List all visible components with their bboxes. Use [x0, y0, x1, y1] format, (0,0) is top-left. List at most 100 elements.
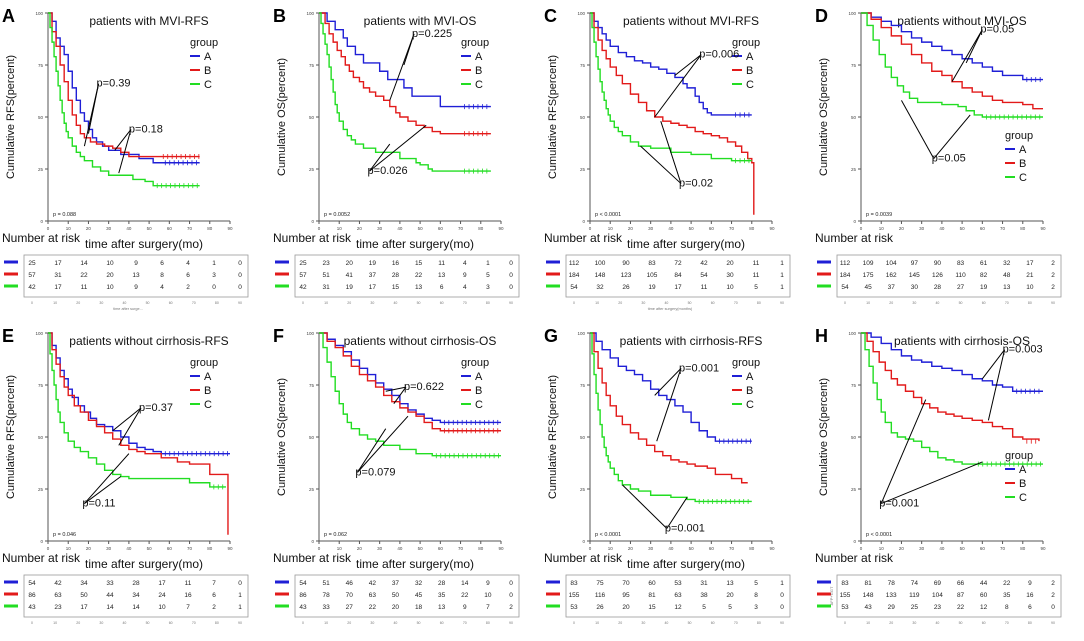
y-tick-label: 25 [851, 167, 857, 172]
x-tick-label: 50 [147, 226, 153, 231]
risk-cell: 1 [212, 260, 216, 267]
risk-cell: 7 [486, 604, 490, 611]
risk-cell: 54 [570, 284, 578, 291]
risk-cell: 11 [753, 260, 760, 267]
series-b-curve [48, 12, 200, 158]
risk-cell: 42 [700, 260, 708, 267]
risk-cell: 8 [754, 592, 758, 599]
risk-cell: 45 [415, 592, 423, 599]
risk-cell: 26 [622, 284, 630, 291]
y-tick-label: 0 [40, 539, 43, 544]
y-tick-label: 50 [38, 435, 44, 440]
x-tick-label: 0 [860, 546, 863, 551]
risk-x-tick-label: 70 [192, 301, 196, 305]
y-axis-label: Cumulative RFS(percent) [547, 55, 559, 179]
risk-cell: 63 [369, 592, 377, 599]
y-tick-label: 0 [311, 539, 314, 544]
risk-x-tick-label: 50 [417, 621, 421, 625]
risk-cell: 20 [622, 604, 630, 611]
risk-cell: 3 [754, 604, 758, 611]
annotation-leader-line [389, 33, 415, 101]
x-tick-label: 90 [769, 546, 775, 551]
risk-cell: 10 [484, 592, 492, 599]
risk-cell: 50 [392, 592, 400, 599]
y-tick-label: 100 [35, 11, 43, 16]
risk-cell: 2 [1051, 592, 1055, 599]
risk-x-tick-label: 0 [844, 301, 846, 305]
risk-cell: 34 [132, 592, 140, 599]
risk-cell: 1 [238, 604, 242, 611]
risk-cell: 14 [461, 580, 469, 587]
risk-x-tick-label: 10 [866, 621, 870, 625]
risk-cell: 16 [1026, 592, 1034, 599]
risk-cell: 20 [726, 592, 734, 599]
risk-cell: 13 [726, 580, 734, 587]
annotation-leader-line [660, 121, 682, 184]
risk-cell: 184 [569, 272, 580, 279]
legend-label-c: C [746, 399, 754, 411]
risk-cell: 9 [134, 260, 138, 267]
y-tick-label: 75 [38, 383, 44, 388]
risk-cell: 0 [1051, 604, 1055, 611]
risk-cell: 112 [840, 260, 851, 267]
risk-cell: 15 [392, 284, 400, 291]
y-tick-label: 100 [35, 331, 43, 336]
risk-cell: 90 [934, 260, 942, 267]
risk-x-axis-label: time after surgery(months) [648, 307, 693, 311]
series-b-curve [861, 12, 1043, 110]
x-tick-label: 20 [86, 546, 92, 551]
risk-cell: 133 [886, 592, 897, 599]
legend-title: group [461, 357, 489, 369]
risk-x-tick-label: 60 [440, 301, 444, 305]
y-tick-label: 0 [582, 219, 585, 224]
risk-x-tick-label: 40 [122, 621, 126, 625]
risk-cell: 83 [957, 260, 965, 267]
risk-cell: 3 [486, 284, 490, 291]
risk-cell: 2 [509, 604, 513, 611]
risk-cell: 22 [461, 592, 469, 599]
risk-cell: 33 [106, 580, 114, 587]
risk-cell: 5 [754, 284, 758, 291]
x-tick-label: 80 [207, 546, 213, 551]
annotation-leader-line [83, 83, 100, 147]
risk-x-tick-label: 20 [889, 621, 893, 625]
risk-cell: 5 [754, 580, 758, 587]
risk-cell: 78 [888, 580, 896, 587]
risk-cell: 1 [780, 260, 784, 267]
risk-cell: 16 [392, 260, 400, 267]
risk-cell: 17 [1026, 260, 1034, 267]
risk-cell: 17 [80, 604, 88, 611]
risk-cell: 148 [863, 592, 874, 599]
x-tick-label: 60 [167, 226, 173, 231]
risk-cell: 2 [186, 284, 190, 291]
y-axis-label: Cumulative OS(percent) [276, 58, 288, 176]
annotation-p-value: p=0.225 [412, 28, 452, 40]
overall-p-value: p < 0.0001 [595, 532, 621, 538]
legend-label-a: A [204, 371, 212, 383]
risk-x-tick-label: 30 [912, 301, 916, 305]
risk-x-tick-label: 30 [370, 301, 374, 305]
annotation-p-value: p=0.079 [355, 466, 395, 478]
risk-cell: 8 [1005, 604, 1009, 611]
series-b-curve [319, 12, 491, 135]
risk-cell: 155 [840, 592, 851, 599]
risk-cell: 81 [864, 580, 872, 587]
series-c-curve [590, 12, 752, 162]
annotation-leader-line [654, 54, 702, 118]
risk-cell: 17 [158, 580, 166, 587]
risk-cell: 11 [81, 284, 88, 291]
y-tick-label: 25 [309, 487, 315, 492]
annotation-p-value: p=0.006 [699, 49, 739, 61]
y-tick-label: 75 [851, 63, 857, 68]
risk-x-tick-label: 70 [734, 621, 738, 625]
risk-x-tick-label: 0 [573, 621, 575, 625]
annotation-leader-line [656, 368, 682, 442]
risk-cell: 48 [1003, 272, 1011, 279]
annotation-leader-line [951, 29, 983, 82]
chart-title: patients without MVI-OS [897, 14, 1026, 28]
risk-x-axis-label: time after surge... [113, 307, 143, 311]
x-tick-label: 40 [397, 546, 403, 551]
